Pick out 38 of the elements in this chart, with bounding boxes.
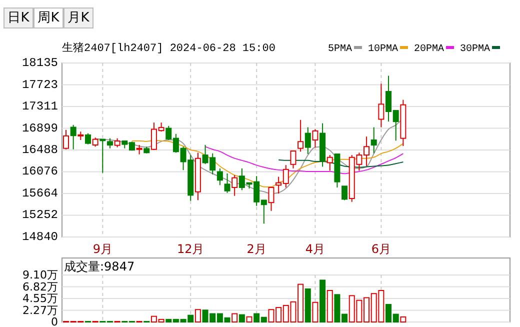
y-tick-label: 17311 bbox=[22, 100, 58, 114]
legend-label: 30PMA bbox=[460, 44, 490, 55]
chart-title: 成交量:9847 bbox=[64, 260, 135, 274]
y-tick-label: 18135 bbox=[22, 56, 58, 70]
legend-label: 5PMA bbox=[328, 44, 352, 55]
candlestick bbox=[136, 144, 142, 155]
y-tick-label: 16076 bbox=[22, 164, 58, 179]
bar bbox=[320, 280, 326, 322]
legend-label: 10PMA bbox=[368, 44, 398, 55]
y-tick-label: 9.10万 bbox=[22, 268, 58, 282]
y-tick-label: 0 bbox=[51, 316, 58, 327]
y-tick-label: 17723 bbox=[22, 78, 58, 92]
candlestick bbox=[320, 122, 326, 168]
candlestick bbox=[378, 83, 384, 128]
candlestick bbox=[400, 99, 406, 147]
x-tick-label: 4月 bbox=[305, 242, 326, 256]
y-tick-label: 2.27万 bbox=[22, 304, 58, 317]
y-tick-label: 16488 bbox=[22, 142, 58, 157]
x-tick-label: 12月 bbox=[176, 242, 204, 256]
y-tick-label: 4.55万 bbox=[22, 292, 58, 305]
x-tick-label: 2月 bbox=[246, 242, 266, 256]
candlestick bbox=[370, 126, 377, 154]
bar bbox=[238, 314, 245, 322]
y-tick-label: 15252 bbox=[22, 208, 58, 222]
y-tick-label: 14840 bbox=[22, 230, 58, 244]
text: 周K bbox=[38, 10, 60, 26]
x-tick-label: 9月 bbox=[92, 242, 112, 256]
bar bbox=[304, 288, 311, 322]
y-tick-label: 16899 bbox=[22, 121, 58, 136]
text: 月K bbox=[68, 10, 90, 26]
chart-title: 生猪2407[lh2407] 2024-06-28 15:00 bbox=[62, 41, 276, 55]
text: 日K bbox=[8, 10, 30, 26]
legend-label: 20PMA bbox=[414, 44, 444, 55]
y-tick-label: 6.82万 bbox=[22, 280, 58, 294]
y-tick-label: 15664 bbox=[22, 186, 58, 200]
candlestick bbox=[232, 174, 238, 196]
x-tick-label: 6月 bbox=[371, 242, 392, 256]
candlestick bbox=[194, 152, 201, 201]
